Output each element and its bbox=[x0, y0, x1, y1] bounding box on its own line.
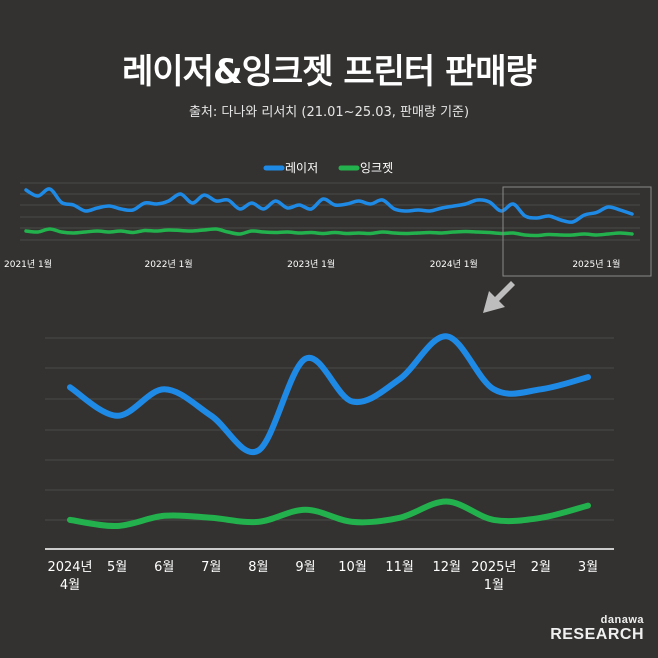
zoom-x-tick-label-line2: 1월 bbox=[484, 578, 504, 593]
zoom-x-tick-label: 10월 bbox=[338, 560, 367, 575]
zoom-x-tick-label: 8월 bbox=[248, 560, 268, 575]
zoom-x-tick-label: 2024년 bbox=[47, 560, 92, 575]
legend-inkjet-label: 잉크젯 bbox=[360, 161, 393, 175]
zoomed-chart: 2024년 4월 5월 6월 7월 8월 9월 10월 11월 12월 2025년 1월 2월 3월 bbox=[45, 333, 614, 593]
danawa-research-logo: danawa RESEARCH bbox=[550, 614, 644, 644]
zoom-x-tick-label-line2: 4월 bbox=[60, 578, 80, 593]
legend: 레이저 잉크젯 bbox=[263, 161, 393, 175]
zoom-x-tick-label: 5월 bbox=[107, 560, 127, 575]
zoom-x-tick-label: 11월 bbox=[385, 560, 414, 575]
zoom-x-tick-label: 3월 bbox=[578, 560, 598, 575]
zoom-x-tick-label: 2월 bbox=[531, 560, 551, 575]
chart-subtitle: 출처: 다나와 리서치 (21.01~25.03, 판매량 기준) bbox=[188, 105, 470, 120]
zoom-indicator bbox=[483, 186, 652, 313]
zoom-arrow-icon bbox=[483, 281, 515, 313]
zoom-inkjet-line bbox=[67, 498, 591, 530]
overview-x-tick-label: 2024년 1월 bbox=[430, 258, 478, 270]
zoom-x-tick-label: 12월 bbox=[432, 560, 461, 575]
chart-title: 레이저&잉크젯 프린터 판매량 bbox=[122, 52, 537, 92]
overview-x-tick-label: 2025년 1월 bbox=[572, 258, 620, 270]
zoom-x-tick-label: 6월 bbox=[154, 560, 174, 575]
overview-x-tick-label: 2021년 1월 bbox=[4, 258, 52, 270]
logo-bottom: RESEARCH bbox=[550, 626, 644, 643]
overview-x-tick-label: 2022년 1월 bbox=[145, 258, 193, 270]
zoom-x-tick-label: 9월 bbox=[295, 560, 315, 575]
zoom-x-tick-label: 7월 bbox=[201, 560, 221, 575]
overview-chart: 2021년 1월 2022년 1월 2023년 1월 2024년 1월 2025년 1월 bbox=[4, 182, 640, 270]
zoom-laser-line bbox=[67, 333, 591, 456]
zoom-x-tick-label: 2025년 bbox=[471, 560, 516, 575]
overview-laser-line bbox=[24, 187, 634, 224]
overview-inkjet-line bbox=[24, 227, 634, 238]
zoom-box bbox=[502, 186, 652, 277]
logo-top: danawa bbox=[600, 614, 644, 626]
legend-laser-label: 레이저 bbox=[285, 161, 318, 175]
overview-x-tick-label: 2023년 1월 bbox=[287, 258, 335, 270]
